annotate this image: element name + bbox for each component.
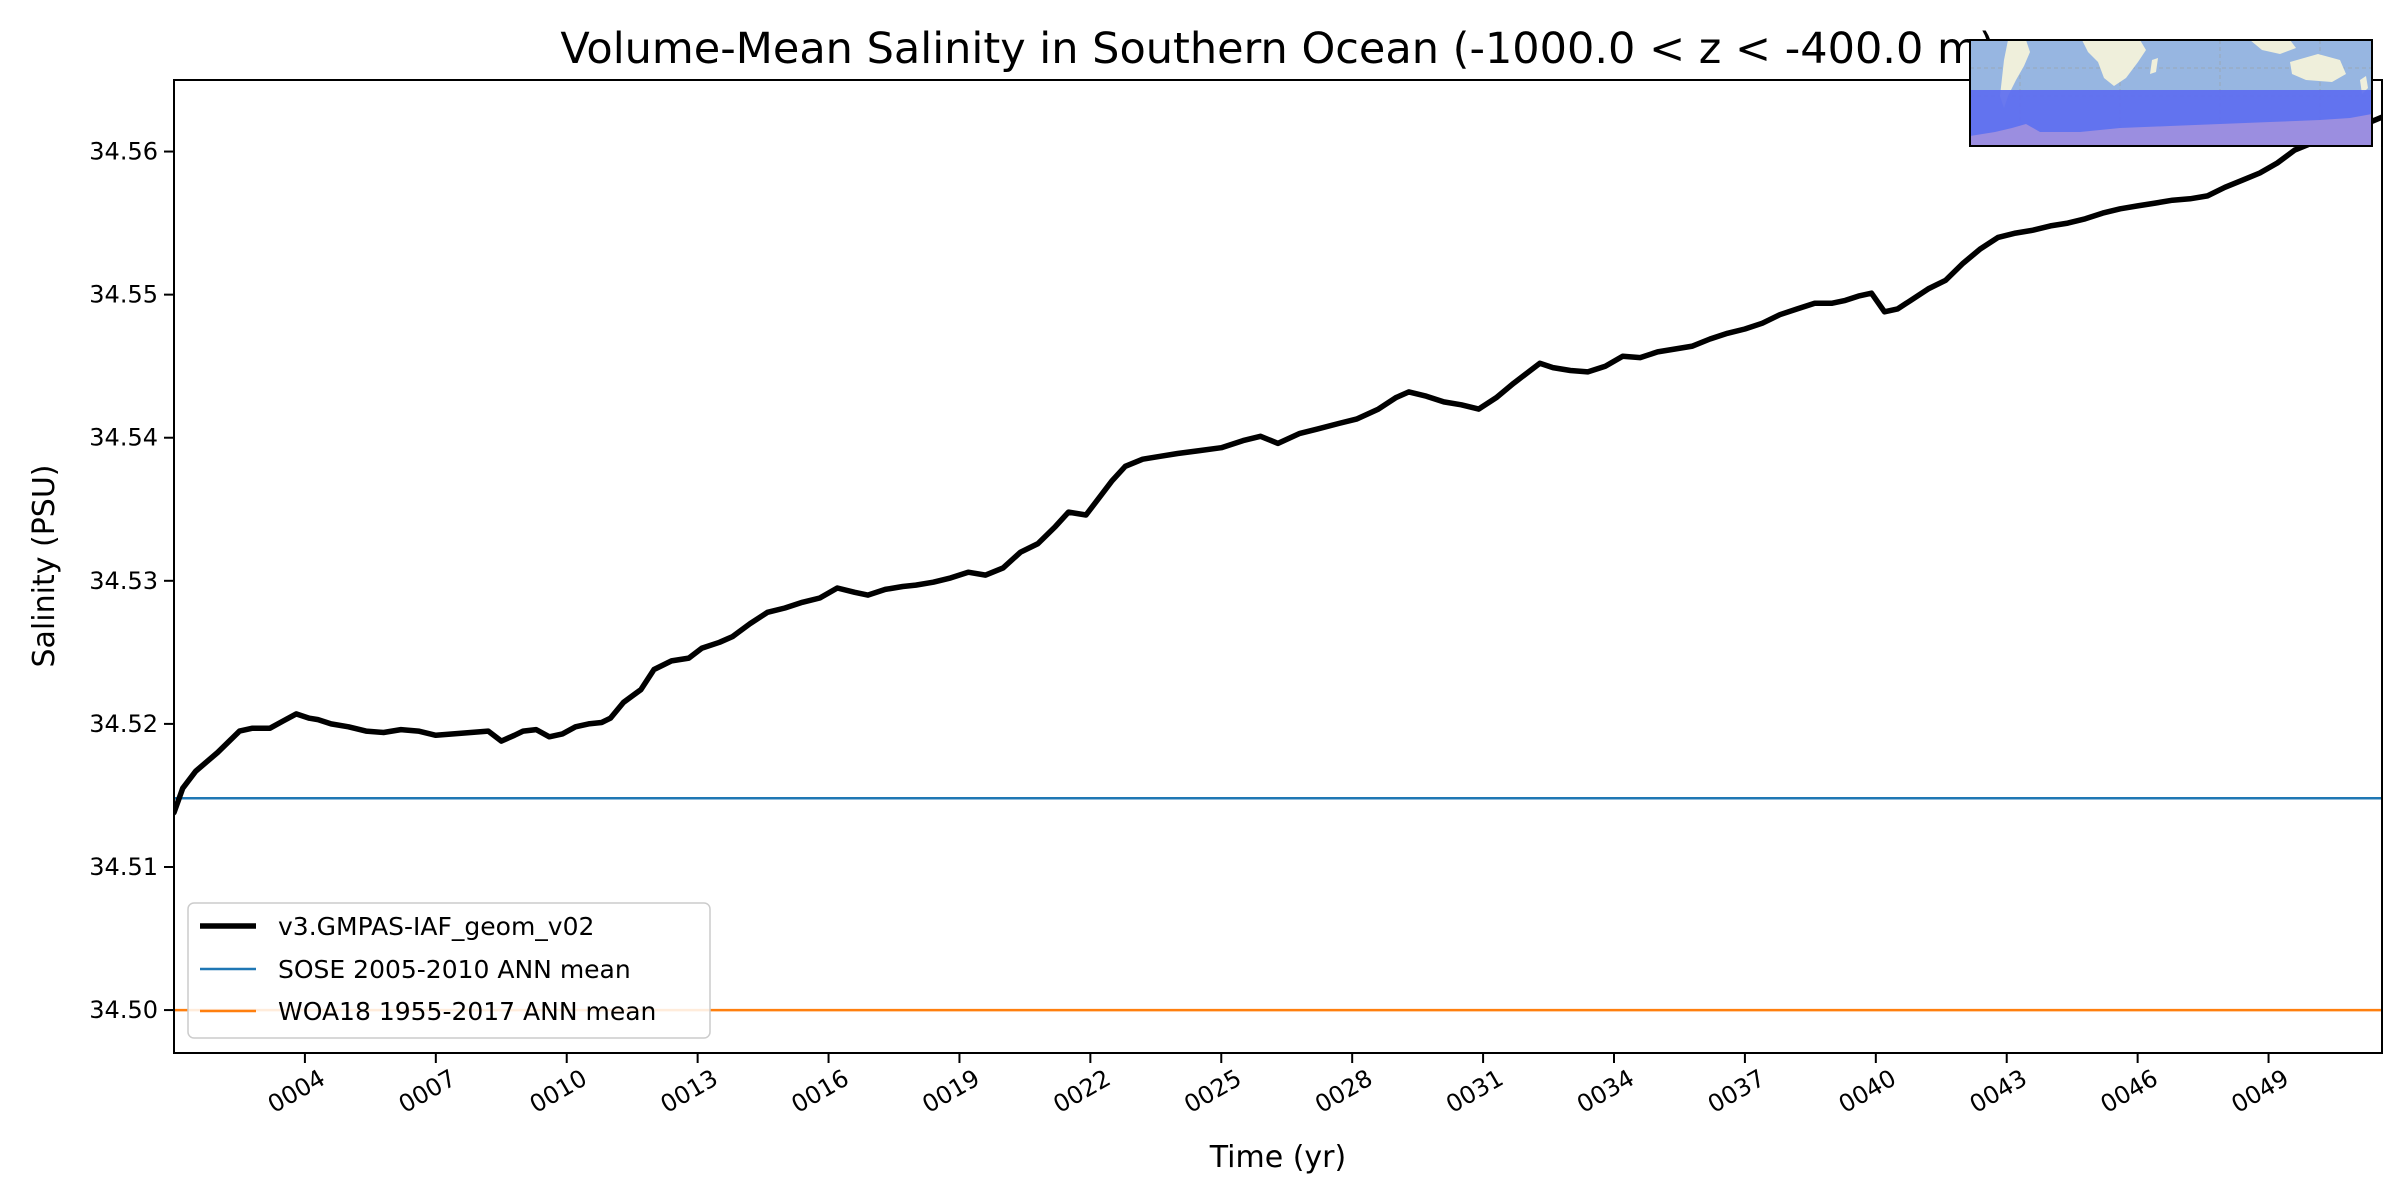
y-tick-label: 34.54: [89, 424, 158, 452]
x-tick-label: 0040: [1834, 1064, 1901, 1119]
y-tick-label: 34.51: [89, 853, 158, 881]
inset-land-africa: [2082, 40, 2146, 86]
x-tick-label: 0043: [1965, 1064, 2032, 1119]
inset-land-asia: [2250, 40, 2296, 54]
legend-label-sose: SOSE 2005-2010 ANN mean: [278, 955, 631, 984]
chart-title: Volume-Mean Salinity in Southern Ocean (…: [560, 24, 1995, 74]
x-tick-label: 0019: [918, 1064, 985, 1119]
y-tick-label: 34.53: [89, 567, 158, 595]
x-tick-label: 0010: [525, 1064, 592, 1119]
x-tick-label: 0007: [394, 1064, 461, 1119]
x-tick-label: 0034: [1572, 1064, 1639, 1119]
x-tick-label: 0046: [2096, 1064, 2163, 1119]
x-axis-label: Time (yr): [1209, 1140, 1346, 1175]
x-tick-label: 0004: [263, 1064, 330, 1119]
x-tick-label: 0037: [1703, 1064, 1770, 1119]
x-tick-label: 0013: [656, 1064, 723, 1119]
series-line-model: [174, 114, 2382, 816]
x-tick-label: 0028: [1310, 1064, 1377, 1119]
x-tick-label: 0016: [787, 1064, 854, 1119]
x-tick-label: 0049: [2227, 1064, 2294, 1119]
legend-label-woa18: WOA18 1955-2017 ANN mean: [278, 997, 656, 1026]
x-tick-label: 0025: [1179, 1064, 1246, 1119]
inset-frame: [1969, 39, 2373, 147]
legend-label-model: v3.GMPAS-IAF_geom_v02: [278, 912, 594, 941]
x-tick-label: 0031: [1441, 1064, 1508, 1119]
y-tick-label: 34.56: [89, 138, 158, 166]
inset-map: [1969, 39, 2373, 147]
inset-land-new-zealand: [2360, 76, 2368, 94]
x-axis: 0004 0007 0010 0013 0016 0019 0022 0025 0028 0031…: [263, 1053, 2294, 1119]
y-axis-label: Salinity (PSU): [27, 465, 62, 668]
inset-land-madagascar: [2150, 58, 2158, 74]
legend-box: [187, 902, 711, 1039]
plot-area: [174, 80, 2382, 1053]
y-axis: 34.50 34.51 34.52 34.53 34.54 34.55 34.56: [89, 138, 174, 1024]
y-tick-label: 34.55: [89, 281, 158, 309]
inset-land-australia: [2290, 54, 2346, 82]
y-tick-label: 34.52: [89, 710, 158, 738]
y-tick-label: 34.50: [89, 996, 158, 1024]
x-tick-label: 0022: [1048, 1064, 1115, 1119]
inset-land-antarctica: [1970, 114, 2372, 146]
plot-frame: [173, 79, 2383, 1054]
legend: v3.GMPAS-IAF_geom_v02 SOSE 2005-2010 ANN…: [187, 902, 711, 1039]
